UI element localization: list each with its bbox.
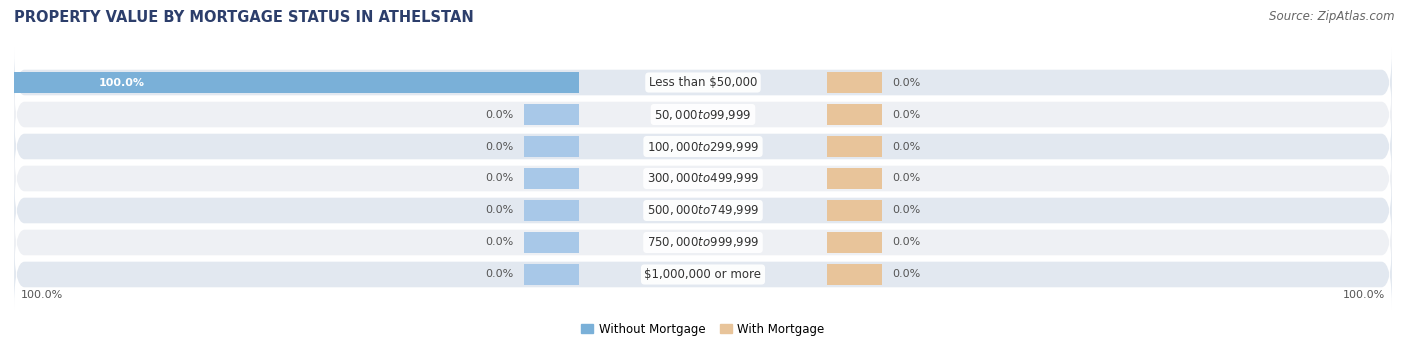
Text: 0.0%: 0.0%: [893, 237, 921, 248]
Bar: [827, 168, 882, 189]
Bar: [524, 232, 579, 253]
FancyBboxPatch shape: [14, 175, 1392, 246]
Text: 0.0%: 0.0%: [893, 174, 921, 183]
Bar: [14, 72, 579, 93]
Text: Less than $50,000: Less than $50,000: [648, 76, 758, 89]
Text: 0.0%: 0.0%: [893, 206, 921, 216]
Text: $1,000,000 or more: $1,000,000 or more: [644, 268, 762, 281]
Text: $100,000 to $299,999: $100,000 to $299,999: [647, 139, 759, 153]
Text: 0.0%: 0.0%: [893, 142, 921, 151]
Bar: [827, 199, 882, 221]
Bar: [524, 264, 579, 285]
Text: 0.0%: 0.0%: [485, 174, 513, 183]
Bar: [827, 232, 882, 253]
Text: 0.0%: 0.0%: [893, 77, 921, 88]
Text: 0.0%: 0.0%: [485, 206, 513, 216]
Text: 100.0%: 100.0%: [21, 290, 63, 300]
Bar: [524, 104, 579, 125]
Text: 0.0%: 0.0%: [893, 109, 921, 119]
Text: 0.0%: 0.0%: [485, 237, 513, 248]
Text: $750,000 to $999,999: $750,000 to $999,999: [647, 236, 759, 250]
Text: $50,000 to $99,999: $50,000 to $99,999: [654, 107, 752, 121]
Bar: [827, 136, 882, 158]
FancyBboxPatch shape: [14, 111, 1392, 182]
Text: $300,000 to $499,999: $300,000 to $499,999: [647, 172, 759, 186]
Bar: [827, 104, 882, 125]
FancyBboxPatch shape: [14, 143, 1392, 214]
Bar: [524, 136, 579, 158]
Legend: Without Mortgage, With Mortgage: Without Mortgage, With Mortgage: [581, 323, 825, 336]
FancyBboxPatch shape: [14, 239, 1392, 310]
Bar: [524, 199, 579, 221]
Bar: [827, 72, 882, 93]
Text: 100.0%: 100.0%: [1343, 290, 1385, 300]
Text: 100.0%: 100.0%: [98, 77, 145, 88]
Text: Source: ZipAtlas.com: Source: ZipAtlas.com: [1270, 10, 1395, 23]
Text: PROPERTY VALUE BY MORTGAGE STATUS IN ATHELSTAN: PROPERTY VALUE BY MORTGAGE STATUS IN ATH…: [14, 10, 474, 25]
Text: 0.0%: 0.0%: [485, 142, 513, 151]
Text: 0.0%: 0.0%: [893, 269, 921, 280]
FancyBboxPatch shape: [14, 47, 1392, 118]
FancyBboxPatch shape: [14, 79, 1392, 150]
FancyBboxPatch shape: [14, 207, 1392, 278]
Bar: [827, 264, 882, 285]
Text: 0.0%: 0.0%: [485, 109, 513, 119]
Text: 0.0%: 0.0%: [485, 269, 513, 280]
Text: $500,000 to $749,999: $500,000 to $749,999: [647, 204, 759, 218]
Bar: [524, 168, 579, 189]
